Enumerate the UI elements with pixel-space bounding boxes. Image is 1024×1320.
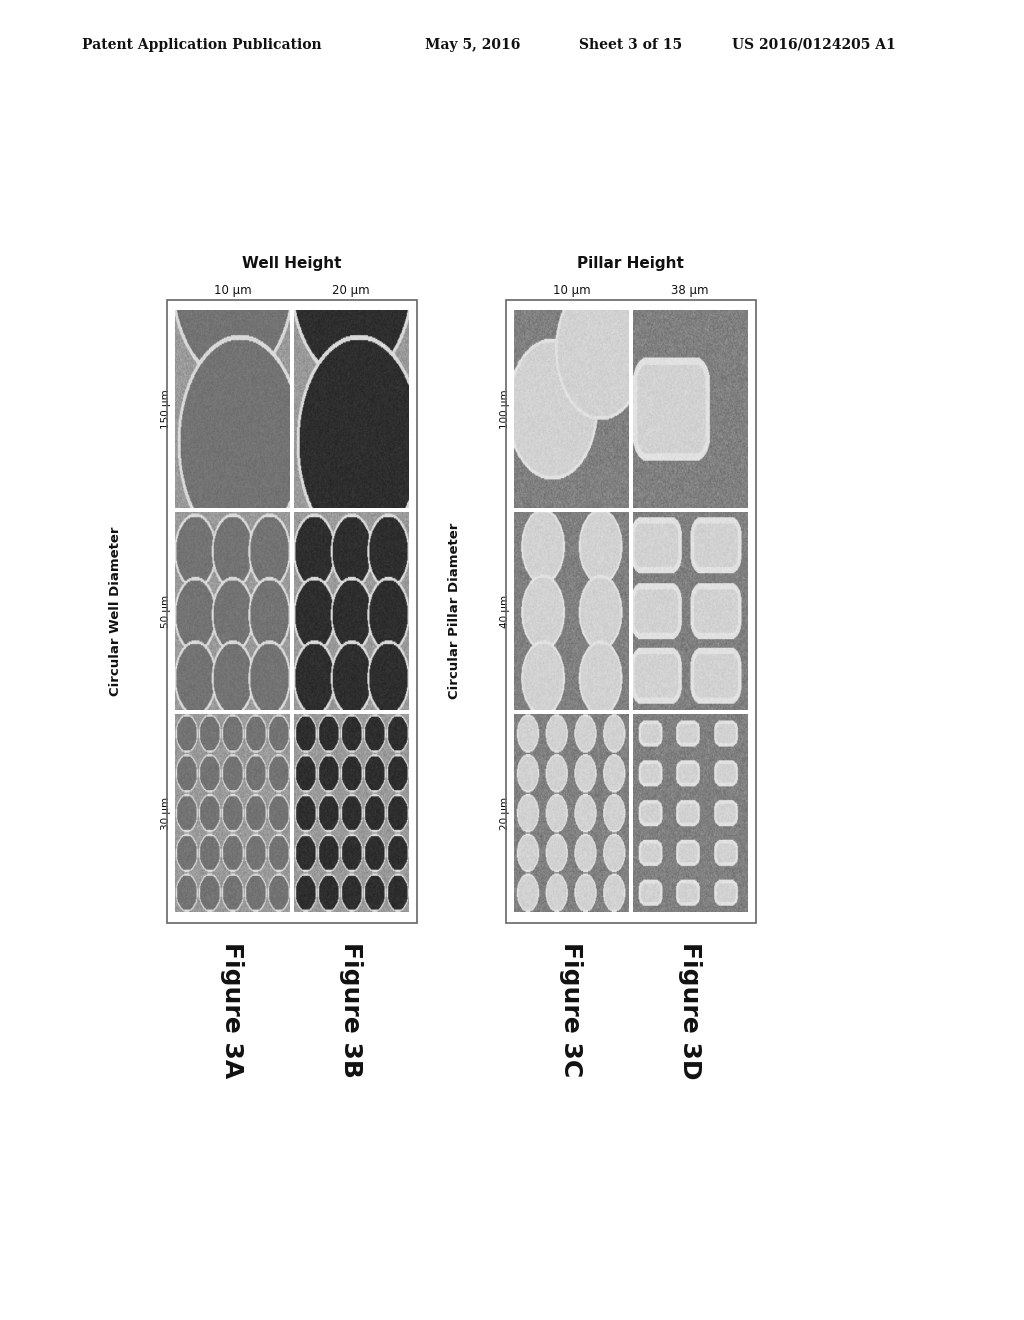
- Bar: [506, 300, 756, 923]
- Text: Figure 3A: Figure 3A: [220, 942, 245, 1078]
- Text: 20 μm: 20 μm: [333, 284, 370, 297]
- Text: May 5, 2016: May 5, 2016: [425, 38, 520, 51]
- Text: 40 μm: 40 μm: [500, 594, 510, 628]
- Text: 38 μm: 38 μm: [672, 284, 709, 297]
- Text: 10 μm: 10 μm: [553, 284, 590, 297]
- Bar: [167, 300, 417, 923]
- Text: 150 μm: 150 μm: [161, 389, 171, 429]
- Text: Figure 3C: Figure 3C: [559, 942, 584, 1077]
- Text: 30 μm: 30 μm: [161, 796, 171, 830]
- Text: 100 μm: 100 μm: [500, 389, 510, 429]
- Text: Pillar Height: Pillar Height: [578, 256, 684, 271]
- Text: Well Height: Well Height: [242, 256, 342, 271]
- Text: Figure 3B: Figure 3B: [339, 942, 364, 1078]
- Text: 20 μm: 20 μm: [500, 796, 510, 830]
- Text: Figure 3D: Figure 3D: [678, 942, 702, 1080]
- Text: Circular Well Diameter: Circular Well Diameter: [110, 527, 122, 696]
- Text: 10 μm: 10 μm: [214, 284, 251, 297]
- Text: Circular Pillar Diameter: Circular Pillar Diameter: [449, 523, 461, 700]
- Text: 50 μm: 50 μm: [161, 594, 171, 628]
- Text: Patent Application Publication: Patent Application Publication: [82, 38, 322, 51]
- Text: Sheet 3 of 15: Sheet 3 of 15: [579, 38, 682, 51]
- Text: US 2016/0124205 A1: US 2016/0124205 A1: [732, 38, 896, 51]
